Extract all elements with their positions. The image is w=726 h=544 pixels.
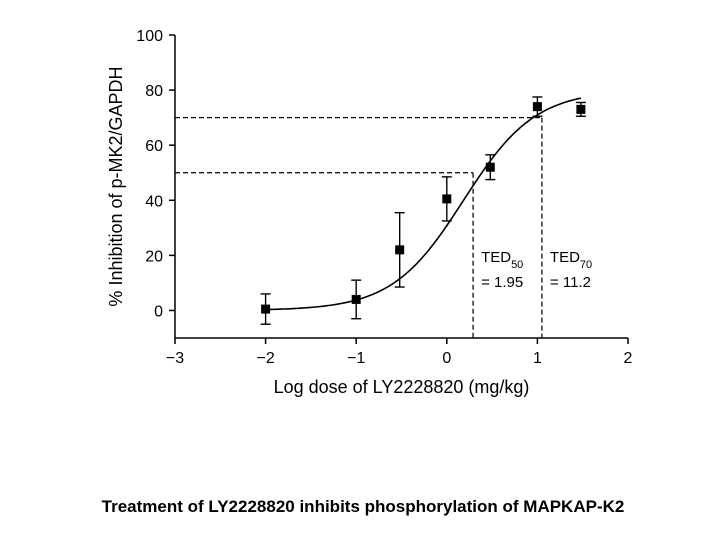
data-point (532, 102, 542, 112)
ted-label: TED70 (550, 249, 592, 271)
ted-annotations: TED50 = 1.95 TED70 = 11.2 (481, 249, 592, 291)
y-axis-label: % Inhibition of p-MK2/GAPDH (106, 66, 126, 306)
ted-value: = 11.2 (550, 274, 591, 291)
y-tick-label: 0 (154, 303, 163, 320)
y-tick-label: 20 (145, 248, 163, 265)
ted-value: = 1.95 (481, 274, 523, 291)
data-point (395, 245, 405, 255)
figure-caption: Treatment of LY2228820 inhibits phosphor… (101, 497, 625, 516)
x-axis-ticks: −3 −2 −1 0 1 2 (166, 338, 633, 367)
x-tick-label: −1 (347, 350, 365, 367)
data-point (442, 194, 452, 204)
y-tick-label: 60 (145, 138, 163, 155)
x-tick-label: −3 (166, 350, 184, 367)
ted-label: TED50 (481, 249, 523, 271)
y-tick-label: 40 (145, 193, 163, 210)
data-point (485, 162, 495, 172)
y-tick-label: 100 (136, 28, 163, 45)
data-point (576, 104, 586, 114)
dose-response-chart: 0 20 40 60 80 100 −3 −2 −1 0 1 2 % Inhibition of p… (106, 28, 633, 397)
x-tick-label: 2 (624, 350, 633, 367)
y-tick-label: 80 (145, 83, 163, 100)
data-points (261, 102, 586, 314)
x-tick-label: 1 (533, 350, 542, 367)
x-tick-label: −2 (256, 350, 274, 367)
data-point (261, 304, 271, 314)
error-bars (260, 96, 586, 325)
y-axis-ticks: 0 20 40 60 80 100 (136, 28, 175, 320)
reference-lines (175, 117, 543, 338)
x-axis-label: Log dose of LY2228820 (mg/kg) (274, 377, 530, 397)
fit-curve (265, 97, 582, 311)
x-tick-label: 0 (442, 350, 451, 367)
data-point (351, 294, 361, 304)
